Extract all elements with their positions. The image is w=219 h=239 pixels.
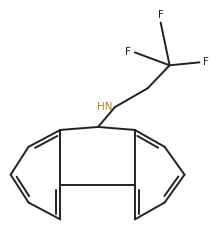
Text: F: F	[203, 57, 208, 67]
Text: F: F	[125, 47, 131, 57]
Text: HN: HN	[97, 102, 113, 112]
Text: F: F	[158, 10, 164, 20]
